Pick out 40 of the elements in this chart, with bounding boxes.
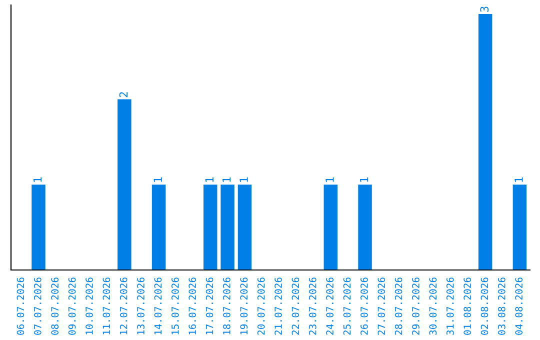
- x-tick-label: 01.08.2026: [464, 278, 471, 335]
- x-tick-label: 28.07.2026: [394, 278, 402, 335]
- data-label: 2: [119, 92, 128, 98]
- x-tick-label: 14.07.2026: [154, 278, 162, 334]
- x-tick-label: 24.07.2026: [326, 278, 334, 335]
- x-tick-label: 15.07.2026: [171, 278, 179, 334]
- data-label: 3: [480, 6, 489, 12]
- x-tick-label: 23.07.2026: [308, 278, 316, 335]
- x-tick-label: 27.07.2026: [378, 278, 386, 335]
- x-tick-label: 07.07.2026: [34, 278, 42, 335]
- x-tick-label: 31.07.2026: [446, 278, 454, 335]
- data-label: 1: [33, 177, 42, 182]
- x-tick-label: 12.07.2026: [120, 278, 128, 334]
- x-tick-label: 30.07.2026: [429, 278, 437, 335]
- x-tick-label: 08.07.2026: [51, 278, 59, 335]
- x-tick-label: 03.08.2026: [498, 278, 506, 335]
- x-tick-label: 18.07.2026: [223, 278, 230, 334]
- data-label: 1: [514, 177, 523, 182]
- x-tick-label: 20.07.2026: [257, 278, 265, 335]
- x-tick-label: 19.07.2026: [240, 278, 248, 334]
- data-label: 1: [240, 177, 248, 182]
- x-tick-label: 22.07.2026: [292, 278, 300, 335]
- data-label: 1: [360, 177, 368, 182]
- x-tick-label: 29.07.2026: [412, 278, 420, 335]
- x-tick-label: 04.08.2026: [515, 278, 523, 335]
- data-label: 1: [205, 177, 214, 182]
- x-tick-label: 16.07.2026: [188, 278, 196, 334]
- x-tick-label: 25.07.2026: [343, 278, 351, 335]
- x-tick-label: 11.07.2026: [102, 278, 110, 334]
- x-tick-label: 13.07.2026: [137, 278, 144, 334]
- x-tick-label: 09.07.2026: [68, 278, 76, 335]
- data-label: 1: [326, 177, 334, 182]
- data-label: 1: [154, 177, 162, 182]
- x-tick-label: 21.07.2026: [274, 278, 282, 335]
- x-tick-label: 17.07.2026: [206, 278, 214, 334]
- data-label: 1: [222, 177, 231, 182]
- x-tick-label: 02.08.2026: [480, 278, 488, 335]
- x-tick-label: 06.07.2026: [16, 278, 24, 335]
- x-tick-label: 26.07.2026: [360, 278, 368, 335]
- x-tick-label: 10.07.2026: [86, 278, 93, 334]
